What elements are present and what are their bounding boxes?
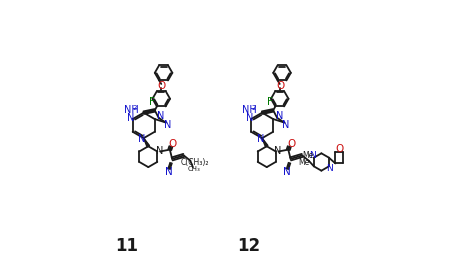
Text: 2: 2 <box>133 105 137 111</box>
Text: N: N <box>310 151 316 160</box>
Text: NH: NH <box>242 105 257 115</box>
Text: N: N <box>257 134 264 144</box>
Text: Me: Me <box>299 158 310 167</box>
Text: N: N <box>156 147 163 156</box>
Text: CH₃: CH₃ <box>188 166 201 172</box>
Polygon shape <box>144 138 149 147</box>
Text: N: N <box>165 167 173 177</box>
Text: O: O <box>335 144 344 154</box>
Text: 12: 12 <box>237 237 260 255</box>
Text: F: F <box>149 97 155 107</box>
Text: F: F <box>267 97 273 107</box>
Text: N: N <box>274 147 282 156</box>
Text: O: O <box>287 139 295 149</box>
Text: N: N <box>157 111 164 121</box>
Text: C(CH₃)₂: C(CH₃)₂ <box>180 158 209 167</box>
Text: N: N <box>283 167 291 177</box>
Text: N: N <box>275 111 283 121</box>
Text: O: O <box>169 139 177 149</box>
Text: O: O <box>276 81 284 91</box>
Text: 2: 2 <box>251 105 255 111</box>
Text: Me: Me <box>302 151 313 160</box>
Text: N: N <box>282 120 290 130</box>
Text: N: N <box>164 120 171 130</box>
Text: N: N <box>327 164 333 173</box>
Text: N: N <box>138 134 146 144</box>
Text: O: O <box>158 81 166 91</box>
Text: N: N <box>246 113 253 123</box>
Text: N: N <box>128 113 135 123</box>
Polygon shape <box>262 138 268 147</box>
Text: 11: 11 <box>115 237 138 255</box>
Text: NH: NH <box>124 105 138 115</box>
